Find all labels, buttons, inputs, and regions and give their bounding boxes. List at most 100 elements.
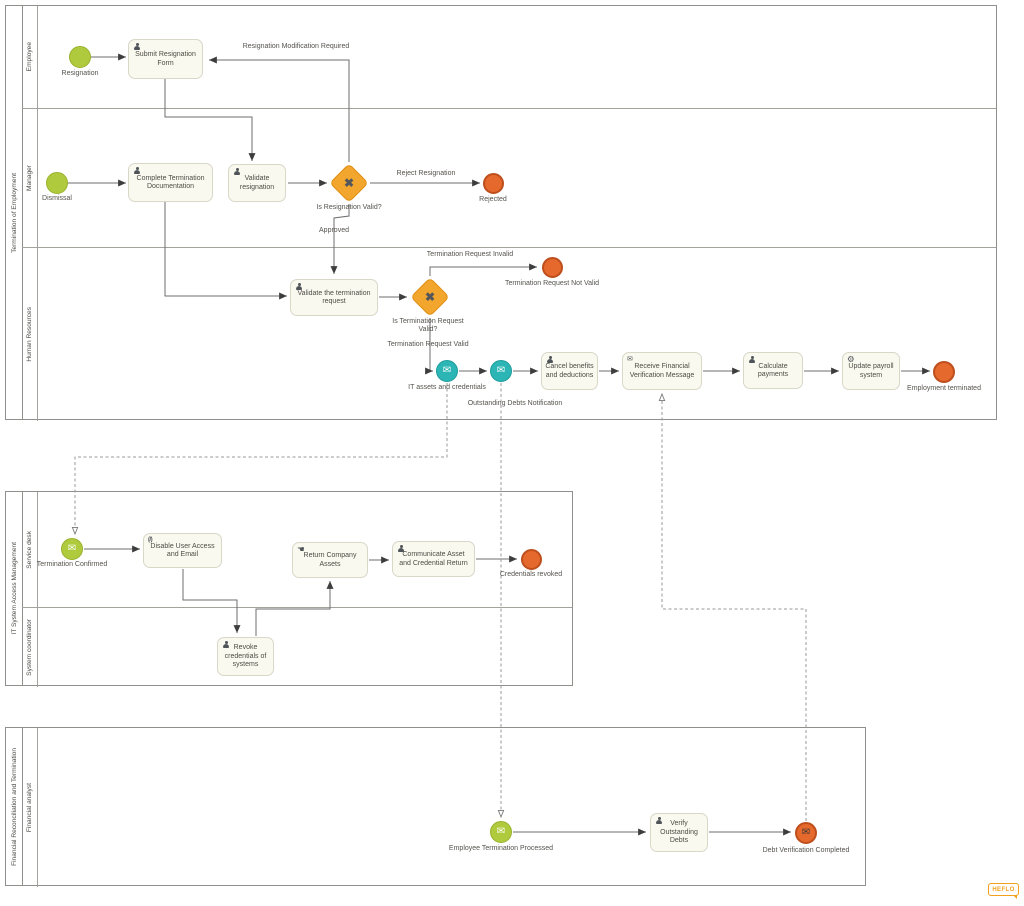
message-throw-event-outstanding-debts[interactable]: ✉ — [490, 360, 512, 382]
task-label: Validate resignation — [239, 175, 275, 191]
task-label: Disable User Access and Email — [150, 542, 215, 558]
pool1-title-band: Termination of Employment — [6, 6, 23, 419]
heflo-logo-text: HEFLO — [992, 886, 1015, 893]
task-validate-termination-request[interactable]: Validate the termination request — [290, 279, 378, 316]
pool-termination-of-employment: Termination of Employment Employee Manag… — [5, 5, 997, 421]
msgflow-debt-to-receive-financial — [658, 392, 807, 821]
flow-disable-to-revoke — [182, 569, 241, 633]
flow-label-request-invalid: Termination Request Invalid — [426, 251, 514, 258]
user-icon — [295, 282, 303, 290]
end-event-label: Employment terminated — [907, 385, 981, 392]
heflo-logo[interactable]: HEFLO — [988, 883, 1019, 899]
pool3-title-band: Financial Reconciliation and Termination — [6, 728, 23, 885]
envelope-icon: ✉ — [496, 826, 506, 837]
start-event-dismissal-label: Dismissal — [42, 195, 72, 202]
flow-label-reject-resignation: Reject Resignation — [396, 170, 456, 177]
task-calculate-payments[interactable]: Calculate payments — [743, 352, 803, 389]
task-label: Submit Resignation Form — [135, 51, 196, 67]
task-submit-resignation-form[interactable]: Submit Resignation Form — [128, 39, 203, 79]
task-label: Verify Outstanding Debts — [660, 820, 698, 845]
lane-service-desk-band: Service desk — [22, 492, 38, 607]
gear-icon: ⚙ — [847, 354, 855, 364]
user-icon — [546, 355, 554, 363]
task-label: Communicate Asset and Credential Return — [399, 551, 468, 567]
flow-label-modification-required: Resignation Modification Required — [242, 43, 350, 50]
task-label: Return Company Assets — [303, 552, 357, 568]
pool2-title-band: IT System Access Management — [6, 492, 23, 685]
end-event-label: Termination Request Not Valid — [504, 280, 600, 287]
task-validate-resignation[interactable]: Validate resignation — [228, 164, 286, 202]
start-event-dismissal[interactable] — [46, 172, 68, 194]
task-receive-financial-verification[interactable]: ✉ Receive Financial Verification Message — [622, 352, 702, 390]
flow-label-request-valid: Termination Request Valid — [387, 341, 469, 348]
envelope-icon: ✉ — [67, 543, 77, 554]
gateway-label: Is Resignation Valid? — [316, 204, 382, 211]
task-revoke-credentials[interactable]: Revoke credentials of systems — [217, 637, 274, 676]
task-label: Update payroll system — [848, 363, 894, 379]
envelope-icon: ✉ — [627, 356, 633, 363]
event-label-outstanding-debts: Outstanding Debts Notification — [467, 400, 563, 407]
user-icon — [748, 355, 756, 363]
envelope-icon: ✉ — [801, 827, 811, 838]
user-icon — [133, 166, 141, 174]
user-icon — [222, 640, 230, 648]
message-throw-event-it-assets[interactable]: ✉ — [436, 360, 458, 382]
end-event-label: Credentials revoked — [499, 571, 563, 578]
envelope-icon: ✉ — [442, 365, 452, 376]
lane-system-coordinator-band: System coordinator — [22, 608, 38, 687]
task-update-payroll-system[interactable]: ⚙ Update payroll system — [842, 352, 900, 390]
end-event-label: Debt Verification Completed — [762, 847, 850, 854]
end-event-employment-terminated[interactable] — [933, 361, 955, 383]
message-start-employee-termination-processed[interactable]: ✉ — [490, 821, 512, 843]
x-gateway-icon: ✖ — [343, 176, 355, 190]
task-label: Cancel benefits and deductions — [545, 363, 594, 379]
task-label: Receive Financial Verification Message — [629, 363, 695, 379]
lane-system-coordinator: System coordinator — [22, 607, 572, 687]
flow-request-invalid — [429, 263, 537, 276]
lane-employee-band: Employee — [22, 6, 38, 108]
start-event-resignation-label: Resignation — [61, 70, 99, 77]
x-gateway-icon: ✖ — [424, 290, 436, 304]
pool-financial-reconciliation: Financial Reconciliation and Termination… — [5, 727, 866, 887]
task-return-company-assets[interactable]: ☚ Return Company Assets — [292, 542, 368, 578]
script-icon: (/) — [148, 537, 153, 543]
user-icon — [233, 167, 241, 175]
end-event-credentials-revoked[interactable] — [521, 549, 542, 570]
task-verify-outstanding-debts[interactable]: Verify Outstanding Debts — [650, 813, 708, 852]
pool-it-system-access: IT System Access Management Service desk… — [5, 491, 573, 687]
event-label-it-assets: IT assets and credentials — [408, 384, 486, 391]
message-end-debt-verification-completed[interactable]: ✉ — [795, 822, 817, 844]
flow-request-valid — [425, 318, 433, 375]
message-flows — [71, 383, 807, 821]
start-event-resignation[interactable] — [69, 46, 91, 68]
task-disable-user-access[interactable]: (/) Disable User Access and Email — [143, 533, 222, 568]
user-icon — [133, 42, 141, 50]
hand-icon: ☚ — [297, 544, 305, 554]
flow-label-approved: Approved — [319, 227, 349, 234]
task-label: Calculate payments — [757, 362, 789, 378]
sequence-flows — [68, 53, 930, 836]
msgflow-itassets-to-confirmed — [71, 383, 448, 536]
lane-manager-band: Manager — [22, 109, 38, 247]
start-event-label: Employee Termination Processed — [448, 845, 554, 852]
envelope-icon: ✉ — [496, 365, 506, 376]
flow-complete-docs-to-validate-termination — [164, 202, 287, 300]
end-event-rejected-label: Rejected — [479, 196, 507, 203]
task-communicate-asset-return[interactable]: Communicate Asset and Credential Return — [392, 541, 475, 577]
end-event-rejected[interactable] — [483, 173, 504, 194]
flow-modification-required — [209, 56, 350, 162]
message-start-termination-confirmed[interactable]: ✉ — [61, 538, 83, 560]
task-label: Complete Termination Documentation — [136, 174, 205, 190]
task-complete-termination-documentation[interactable]: Complete Termination Documentation — [128, 163, 213, 202]
task-label: Revoke credentials of systems — [224, 644, 267, 669]
task-cancel-benefits[interactable]: Cancel benefits and deductions — [541, 352, 598, 390]
lane-hr-band: Human Resources — [22, 248, 38, 421]
user-icon — [655, 816, 663, 824]
lane-employee: Employee — [22, 6, 996, 108]
end-event-termination-request-not-valid[interactable] — [542, 257, 563, 278]
lane-human-resources: Human Resources — [22, 247, 996, 421]
gateway-label: Is Termination Request Valid? — [392, 318, 464, 334]
task-label: Validate the termination request — [297, 289, 371, 305]
